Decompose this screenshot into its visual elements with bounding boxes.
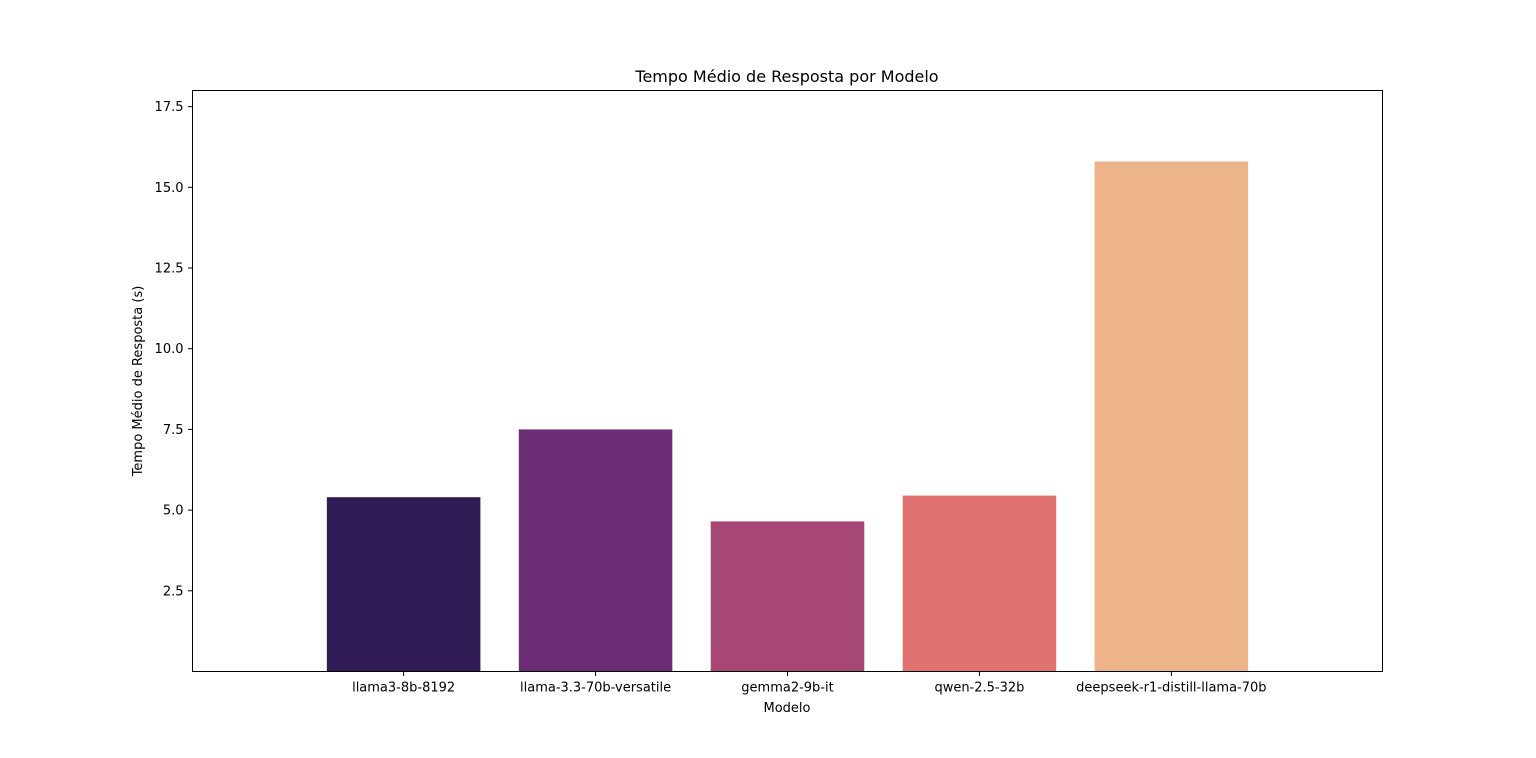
y-axis-label: Tempo Médio de Resposta (s) xyxy=(131,286,146,478)
y-tick-label: 12.5 xyxy=(155,262,184,277)
x-tick-label: llama3-8b-8192 xyxy=(352,681,455,696)
x-tick-label: llama-3.3-70b-versatile xyxy=(520,681,671,696)
y-tick-label: 5.0 xyxy=(163,504,184,519)
x-tick-label: deepseek-r1-distill-llama-70b xyxy=(1076,681,1266,696)
bar-qwen-2.5-32b xyxy=(902,495,1057,672)
bar-gemma2-9b-it xyxy=(710,521,865,672)
y-tick-label: 17.5 xyxy=(155,100,184,115)
y-tick-label: 15.0 xyxy=(155,181,184,196)
chart-title: Tempo Médio de Resposta por Modelo xyxy=(634,67,938,86)
y-tick-label: 7.5 xyxy=(163,423,184,438)
x-axis-label: Modelo xyxy=(764,701,811,716)
y-tick-label: 10.0 xyxy=(155,342,184,357)
bar-llama-3.3-70b-versatile xyxy=(518,429,673,672)
x-tick-label: gemma2-9b-it xyxy=(741,681,833,696)
bars-layer xyxy=(326,161,1249,672)
y-tick-label: 2.5 xyxy=(163,584,184,599)
bar-deepseek-r1-distill-llama-70b xyxy=(1094,161,1249,672)
x-tick-label: qwen-2.5-32b xyxy=(934,681,1024,696)
bar-llama3-8b-8192 xyxy=(326,497,481,672)
plot-frame xyxy=(192,90,1383,672)
ticks-layer: llama3-8b-8192 llama-3.3-70b-versatile gem… xyxy=(155,100,1267,695)
